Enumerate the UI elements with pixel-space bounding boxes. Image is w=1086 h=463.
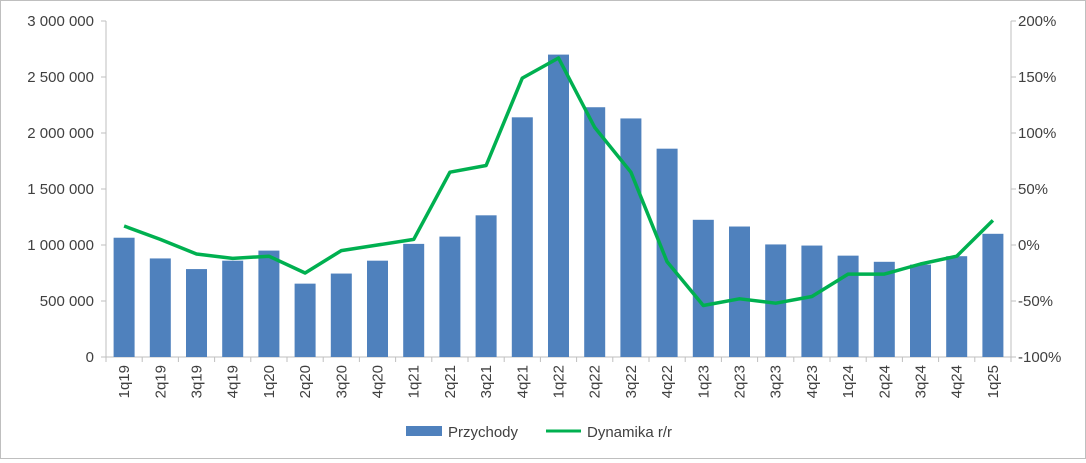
bar-4q22 — [657, 149, 678, 357]
x-tick-label: 1q24 — [840, 365, 857, 398]
x-tick-label: 4q19 — [225, 365, 242, 398]
x-tick-label: 2q20 — [297, 365, 314, 398]
bar-2q22 — [584, 107, 605, 357]
right-tick-label: 200% — [1018, 13, 1056, 30]
x-tick-label: 3q20 — [333, 365, 350, 398]
legend: Przychody Dynamika r/r — [406, 424, 672, 441]
bar-4q20 — [367, 261, 388, 357]
x-tick-label: 2q21 — [442, 365, 459, 398]
x-tick-label: 1q19 — [116, 365, 133, 398]
x-axis-ticks: 1q19 2q19 3q19 4q19 1q20 2q20 3q20 4q20 1q21 2q21… — [106, 357, 1011, 398]
legend-label-przychody: Przychody — [448, 424, 519, 441]
bar-1q20 — [258, 251, 279, 357]
right-tick-label: -50% — [1018, 293, 1053, 310]
x-tick-label: 1q21 — [406, 365, 423, 398]
x-tick-label: 1q23 — [695, 365, 712, 398]
left-tick-label: 500 000 — [40, 293, 94, 310]
x-tick-label: 1q25 — [985, 365, 1002, 398]
right-tick-label: -100% — [1018, 349, 1061, 366]
bar-4q23 — [801, 246, 822, 357]
x-tick-label: 3q22 — [623, 365, 640, 398]
legend-swatch-przychody — [406, 426, 442, 436]
bar-4q24 — [946, 256, 967, 357]
left-tick-label: 2 000 000 — [27, 125, 94, 142]
bar-series-przychody — [114, 55, 1004, 357]
bar-2q24 — [874, 262, 895, 357]
bar-1q24 — [838, 256, 859, 357]
right-tick-label: 100% — [1018, 125, 1056, 142]
x-tick-label: 2q19 — [152, 365, 169, 398]
x-tick-label: 2q24 — [876, 365, 893, 398]
bar-3q20 — [331, 274, 352, 357]
x-tick-label: 1q20 — [261, 365, 278, 398]
bar-4q21 — [512, 117, 533, 357]
bar-1q23 — [693, 220, 714, 357]
x-tick-label: 4q24 — [949, 365, 966, 398]
bar-1q22 — [548, 55, 569, 357]
left-tick-label: 1 000 000 — [27, 237, 94, 254]
bar-4q19 — [222, 261, 243, 357]
x-tick-label: 4q21 — [514, 365, 531, 398]
left-tick-label: 1 500 000 — [27, 181, 94, 198]
right-tick-label: 150% — [1018, 69, 1056, 86]
right-tick-label: 50% — [1018, 181, 1048, 198]
bar-1q19 — [114, 238, 135, 357]
bar-1q25 — [982, 234, 1003, 357]
legend-label-dynamika: Dynamika r/r — [587, 424, 672, 441]
x-tick-label: 3q19 — [189, 365, 206, 398]
bar-2q23 — [729, 227, 750, 357]
x-tick-label: 1q22 — [551, 365, 568, 398]
left-tick-label: 3 000 000 — [27, 13, 94, 30]
x-tick-label: 2q22 — [587, 365, 604, 398]
bar-2q21 — [439, 237, 460, 357]
left-tick-label: 0 — [86, 349, 94, 366]
x-tick-label: 3q21 — [478, 365, 495, 398]
bar-3q19 — [186, 269, 207, 357]
bar-3q21 — [476, 215, 497, 357]
right-tick-label: 0% — [1018, 237, 1040, 254]
bar-3q22 — [620, 118, 641, 357]
bar-1q21 — [403, 244, 424, 357]
x-tick-label: 3q23 — [768, 365, 785, 398]
x-tick-label: 4q22 — [659, 365, 676, 398]
left-tick-label: 2 500 000 — [27, 69, 94, 86]
left-axis-ticks: 0 500 000 1 000 000 1 500 000 2 000 000 2 500… — [27, 13, 106, 366]
x-tick-label: 4q20 — [370, 365, 387, 398]
bar-3q24 — [910, 265, 931, 357]
x-tick-label: 3q24 — [913, 365, 930, 398]
bar-2q19 — [150, 258, 171, 357]
right-axis-ticks: -100% -50% 0% 50% 100% 150% 200% — [1011, 13, 1061, 366]
x-tick-label: 2q23 — [732, 365, 749, 398]
x-tick-label: 4q23 — [804, 365, 821, 398]
bar-2q20 — [295, 284, 316, 357]
